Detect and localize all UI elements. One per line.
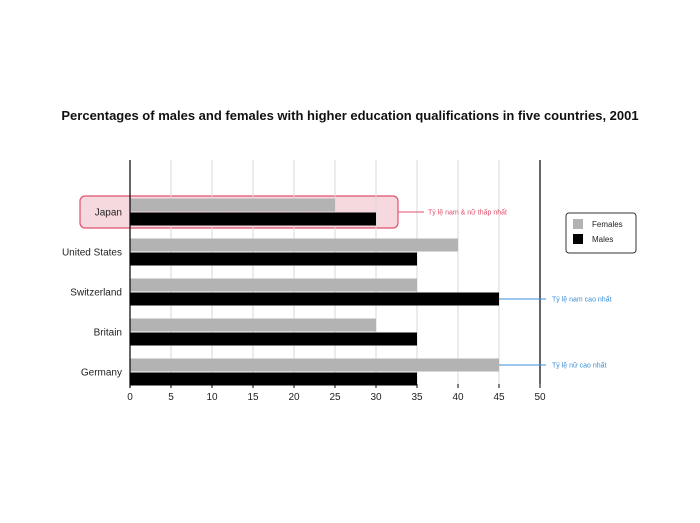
category-label-britain: Britain <box>94 328 122 339</box>
bar-united-states-females <box>130 238 458 252</box>
chart-title: Percentages of males and females with hi… <box>61 108 639 123</box>
legend-box <box>565 212 637 254</box>
bar-britain-males <box>130 332 417 346</box>
category-label-switzerland: Switzerland <box>70 288 122 299</box>
annotation-text-1: Tỷ lệ nam cao nhất <box>552 295 612 304</box>
category-labels: Japan United States Switzerland Britain Germ… <box>62 208 122 379</box>
legend-swatch-males <box>573 234 583 244</box>
category-label-united-states: United States <box>62 248 122 259</box>
category-label-japan: Japan <box>95 208 122 219</box>
x-tick-label-40: 40 <box>452 392 464 403</box>
x-tick-label-10: 10 <box>206 392 218 403</box>
bar-switzerland-females <box>130 278 417 292</box>
legend-label-males: Males <box>592 235 613 244</box>
x-tick-label-20: 20 <box>288 392 300 403</box>
bar-germany-males <box>130 372 417 386</box>
bar-germany-females <box>130 358 499 372</box>
bar-switzerland-males <box>130 292 499 306</box>
x-tick-label-15: 15 <box>247 392 259 403</box>
bar-japan-males <box>130 212 376 226</box>
category-label-germany: Germany <box>81 368 122 379</box>
x-tick-label-5: 5 <box>168 392 174 403</box>
legend-swatch-females <box>573 219 583 229</box>
grid-layer <box>170 160 500 384</box>
x-tick-label-30: 30 <box>370 392 382 403</box>
annotation-text-2: Tỷ lệ nữ cao nhất <box>552 361 607 370</box>
x-tick-label-0: 0 <box>127 392 133 403</box>
annotation-text-0: Tỷ lệ nam & nữ thấp nhất <box>428 208 507 217</box>
x-tick-label-45: 45 <box>493 392 505 403</box>
x-axis: 0 5 10 15 20 25 30 35 40 45 50 <box>127 160 546 403</box>
bars-layer <box>130 198 499 386</box>
bar-japan-females <box>130 198 335 212</box>
x-tick-label-35: 35 <box>411 392 423 403</box>
x-tick-label-25: 25 <box>329 392 341 403</box>
legend-label-females: Females <box>592 220 623 229</box>
bar-united-states-males <box>130 252 417 266</box>
x-tick-label-50: 50 <box>534 392 546 403</box>
annotations: Tỷ lệ nam & nữ thấp nhất Tỷ lệ nam cao nh… <box>398 208 612 370</box>
bar-britain-females <box>130 318 376 332</box>
legend: Females Males <box>565 212 637 254</box>
